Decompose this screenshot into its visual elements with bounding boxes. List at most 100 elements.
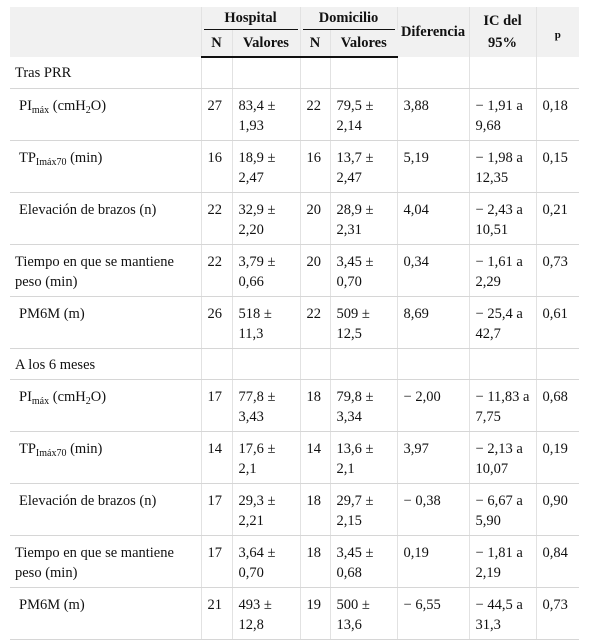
row-label-sub: máx: [31, 396, 50, 407]
cell-valores-domicilio: 29,7 ± 2,15: [330, 483, 398, 536]
cell-diferencia: − 2,00: [397, 379, 470, 432]
cell-diferencia: 5,19: [397, 140, 470, 193]
table-row: TPImáx70 (min) 14 17,6 ± 2,1 14 13,6 ± 2,1 3,…: [10, 431, 580, 484]
row-label-post: (min): [66, 150, 103, 166]
section-empty-cell: [300, 348, 331, 380]
header-hospital: Hospital: [201, 7, 301, 30]
cell-ic: − 2,43 a 10,51: [469, 192, 537, 245]
table-row: Elevación de brazos (n) 17 29,3 ± 2,21 18 29…: [10, 483, 580, 536]
header-hospital-label: Hospital: [224, 10, 277, 26]
table-row: PM6M (m) 21 493 ± 12,8 19 500 ± 13,6− 6,55− …: [10, 587, 580, 640]
row-label-sub2: 2: [85, 396, 91, 407]
section-empty-cell: [201, 57, 233, 89]
section-empty-cell: [232, 57, 301, 89]
cell-n-hospital: 17: [201, 535, 233, 588]
section-empty-cell: [300, 57, 331, 89]
cell-valores-domicilio: 509 ± 12,5: [330, 296, 398, 349]
header-n-domicilio: N: [300, 30, 331, 58]
cell-n-domicilio: 16: [300, 140, 331, 193]
cell-diferencia: 8,69: [397, 296, 470, 349]
table-header: Hospital Domicilio Diferencia IC del 95%…: [10, 7, 580, 58]
cell-n-domicilio: 22: [300, 296, 331, 349]
row-label: Elevación de brazos (n): [10, 483, 202, 536]
results-table: Hospital Domicilio Diferencia IC del 95%…: [10, 7, 580, 640]
section-empty-cell: [397, 57, 470, 89]
section-empty-cell: [232, 348, 301, 380]
cell-n-hospital: 17: [201, 379, 233, 432]
cell-valores-hospital: 518 ± 11,3: [232, 296, 301, 349]
cell-p: 0,61: [536, 296, 580, 349]
cell-n-hospital: 22: [201, 192, 233, 245]
cell-n-hospital: 16: [201, 140, 233, 193]
cell-valores-domicilio: 13,7 ± 2,47: [330, 140, 398, 193]
table-row: Tiempo en que se mantiene peso (min) 22 3,…: [10, 244, 580, 297]
section-empty-cell: [536, 348, 580, 380]
cell-diferencia: − 6,55: [397, 587, 470, 640]
row-label-post: (min): [66, 441, 103, 457]
cell-valores-hospital: 18,9 ± 2,47: [232, 140, 301, 193]
cell-valores-hospital: 3,79 ± 0,66: [232, 244, 301, 297]
cell-valores-hospital: 493 ± 12,8: [232, 587, 301, 640]
section-empty-cell: [536, 57, 580, 89]
table-row: Tiempo en que se mantiene peso (min) 17 3,…: [10, 535, 580, 588]
cell-p: 0,73: [536, 244, 580, 297]
header-valores-domicilio: Valores: [330, 30, 398, 58]
row-label-post2: O): [90, 98, 107, 114]
cell-p: 0,68: [536, 379, 580, 432]
section-empty-cell: [469, 348, 537, 380]
section-row: Tras PRR: [10, 57, 580, 89]
cell-valores-hospital: 3,64 ± 0,70: [232, 535, 301, 588]
cell-n-domicilio: 18: [300, 379, 331, 432]
cell-n-domicilio: 20: [300, 192, 331, 245]
row-label: Tiempo en que se mantiene peso (min): [10, 535, 202, 588]
cell-valores-domicilio: 3,45 ± 0,70: [330, 244, 398, 297]
row-label: PImáx (cmH2O): [10, 379, 202, 432]
cell-ic: − 11,83 a 7,75: [469, 379, 537, 432]
cell-n-domicilio: 18: [300, 535, 331, 588]
cell-valores-domicilio: 3,45 ± 0,68: [330, 535, 398, 588]
row-label-main: PI: [19, 389, 32, 405]
cell-ic: − 1,81 a 2,19: [469, 535, 537, 588]
cell-ic: − 1,91 a 9,68: [469, 88, 537, 141]
header-ic: IC del 95%: [469, 7, 537, 57]
section-title: A los 6 meses: [10, 348, 202, 380]
cell-ic: − 2,13 a 10,07: [469, 431, 537, 484]
cell-valores-domicilio: 28,9 ± 2,31: [330, 192, 398, 245]
table-row: TPImáx70 (min) 16 18,9 ± 2,47 16 13,7 ± 2,47…: [10, 140, 580, 193]
cell-valores-hospital: 29,3 ± 2,21: [232, 483, 301, 536]
section-empty-cell: [330, 348, 398, 380]
table-row: PImáx (cmH2O) 27 83,4 ± 1,93 22 79,5 ± 2,14 3…: [10, 88, 580, 141]
cell-p: 0,84: [536, 535, 580, 588]
cell-valores-hospital: 83,4 ± 1,93: [232, 88, 301, 141]
row-label-main: Tiempo en que se mantiene peso (min): [15, 545, 174, 581]
row-label-main: PI: [19, 98, 32, 114]
cell-n-hospital: 26: [201, 296, 233, 349]
cell-ic: − 44,5 a 31,3: [469, 587, 537, 640]
cell-ic: − 25,4 a 42,7: [469, 296, 537, 349]
cell-valores-domicilio: 13,6 ± 2,1: [330, 431, 398, 484]
row-label-sub: máx: [31, 105, 50, 116]
cell-diferencia: − 0,38: [397, 483, 470, 536]
cell-n-hospital: 21: [201, 587, 233, 640]
cell-p: 0,21: [536, 192, 580, 245]
row-label-main: TP: [19, 441, 36, 457]
cell-n-hospital: 22: [201, 244, 233, 297]
cell-diferencia: 0,34: [397, 244, 470, 297]
row-label: PM6M (m): [10, 587, 202, 640]
section-title: Tras PRR: [10, 57, 202, 89]
cell-diferencia: 3,88: [397, 88, 470, 141]
row-label-sub: Imáx70: [35, 157, 67, 168]
row-label-main: Elevación de brazos (n): [19, 202, 157, 218]
table-row: Elevación de brazos (n) 22 32,9 ± 2,20 20 28…: [10, 192, 580, 245]
row-label-sub: Imáx70: [35, 448, 67, 459]
cell-p: 0,90: [536, 483, 580, 536]
cell-ic: − 1,61 a 2,29: [469, 244, 537, 297]
cell-valores-domicilio: 79,5 ± 2,14: [330, 88, 398, 141]
header-domicilio: Domicilio: [300, 7, 398, 30]
cell-p: 0,19: [536, 431, 580, 484]
row-label-main: Tiempo en que se mantiene peso (min): [15, 254, 174, 290]
header-blank: [10, 7, 202, 57]
cell-n-domicilio: 18: [300, 483, 331, 536]
row-label-main: Elevación de brazos (n): [19, 493, 157, 509]
cell-p: 0,73: [536, 587, 580, 640]
